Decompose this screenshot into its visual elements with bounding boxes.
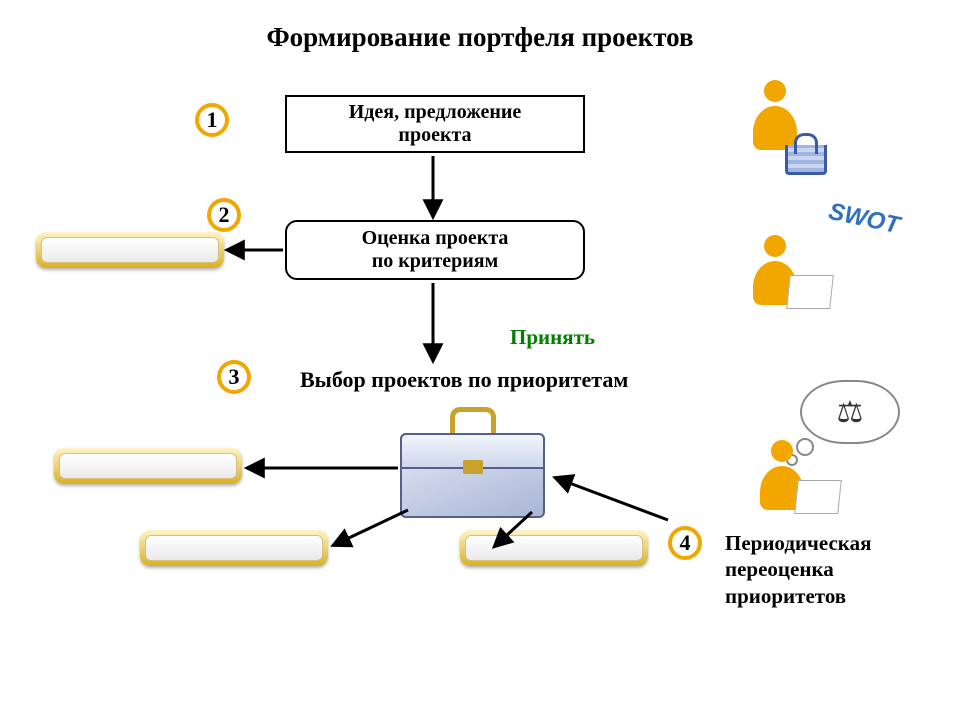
paper-icon — [786, 275, 834, 309]
output-pill — [36, 232, 224, 268]
label-periodic-reevaluation: Периодическая переоценка приоритетов — [725, 530, 935, 609]
paper-icon — [794, 480, 842, 514]
step-badge-2-num: 2 — [219, 202, 230, 228]
output-pill — [140, 530, 328, 566]
step-badge-4-num: 4 — [680, 530, 691, 556]
step-badge-4: 4 — [668, 526, 702, 560]
step-badge-1: 1 — [195, 103, 229, 137]
label-accept: Принять — [510, 325, 595, 350]
step-badge-3-num: 3 — [229, 364, 240, 390]
step-badge-1-num: 1 — [207, 107, 218, 133]
box-eval: Оценка проектапо критериям — [285, 220, 585, 280]
output-pill — [54, 448, 242, 484]
box-eval-text: Оценка проектапо критериям — [362, 227, 509, 273]
scales-icon: ⚖ — [837, 395, 864, 430]
swot-label: SWOT — [826, 198, 902, 240]
basket-icon — [785, 145, 827, 175]
step-badge-3: 3 — [217, 360, 251, 394]
step-badge-2: 2 — [207, 198, 241, 232]
box-idea: Идея, предложениепроекта — [285, 95, 585, 153]
output-pill — [460, 530, 648, 566]
diagram-title: Формирование портфеля проектов — [0, 22, 960, 53]
briefcase-icon — [400, 405, 545, 520]
label-select: Выбор проектов по приоритетам — [300, 367, 628, 393]
box-idea-text: Идея, предложениепроекта — [349, 101, 522, 147]
thought-bubble-icon: ⚖ — [800, 380, 900, 444]
